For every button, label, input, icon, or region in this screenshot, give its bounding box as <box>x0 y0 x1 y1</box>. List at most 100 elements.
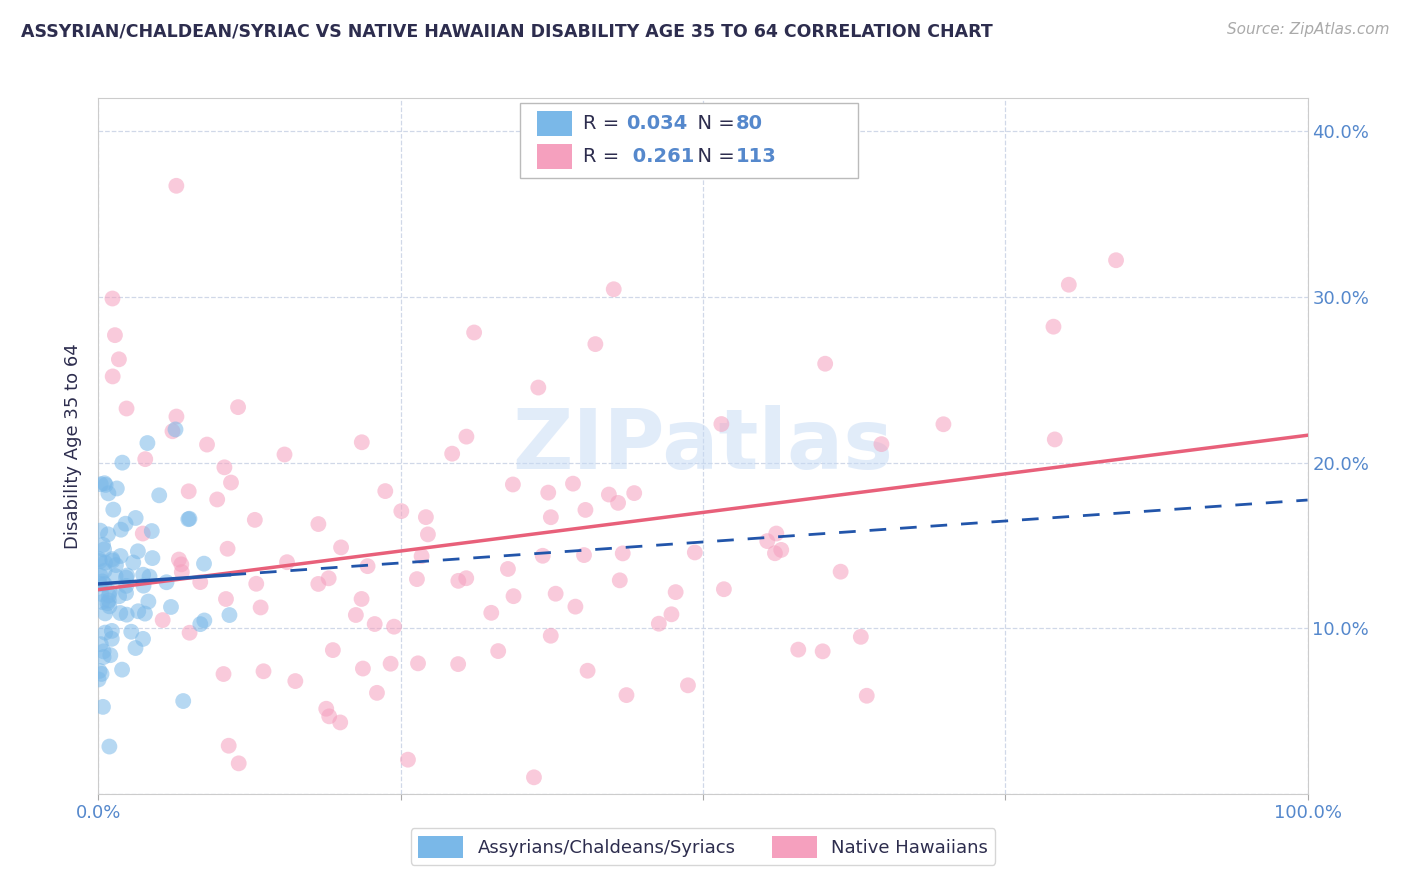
Native Hawaiians <box>188 575 211 590</box>
Native Hawaiians <box>273 448 295 462</box>
Native Hawaiians <box>152 613 174 627</box>
Assyrians/Chaldeans/Syriacs <box>132 632 155 646</box>
Native Hawaiians <box>318 571 340 585</box>
Native Hawaiians <box>165 178 187 193</box>
Assyrians/Chaldeans/Syriacs <box>115 570 138 584</box>
Text: 80: 80 <box>735 114 762 134</box>
Native Hawaiians <box>870 437 893 451</box>
Native Hawaiians <box>315 702 337 716</box>
Native Hawaiians <box>108 352 131 367</box>
Native Hawaiians <box>356 559 378 574</box>
Assyrians/Chaldeans/Syriacs <box>94 478 117 492</box>
Native Hawaiians <box>170 565 193 579</box>
Assyrians/Chaldeans/Syriacs <box>90 587 112 601</box>
Native Hawaiians <box>228 756 250 771</box>
Native Hawaiians <box>710 417 733 431</box>
Assyrians/Chaldeans/Syriacs <box>98 584 121 599</box>
Native Hawaiians <box>165 409 187 424</box>
Native Hawaiians <box>350 435 373 450</box>
Assyrians/Chaldeans/Syriacs <box>93 476 115 491</box>
Assyrians/Chaldeans/Syriacs <box>193 557 215 571</box>
Native Hawaiians <box>396 753 419 767</box>
Native Hawaiians <box>830 565 852 579</box>
Assyrians/Chaldeans/Syriacs <box>103 502 125 516</box>
Assyrians/Chaldeans/Syriacs <box>91 574 114 589</box>
Native Hawaiians <box>352 661 374 675</box>
Assyrians/Chaldeans/Syriacs <box>134 607 156 621</box>
Native Hawaiians <box>676 678 699 692</box>
Assyrians/Chaldeans/Syriacs <box>98 739 121 754</box>
Native Hawaiians <box>583 337 606 351</box>
Assyrians/Chaldeans/Syriacs <box>108 589 131 603</box>
Assyrians/Chaldeans/Syriacs <box>90 637 112 651</box>
Assyrians/Chaldeans/Syriacs <box>141 551 163 566</box>
Native Hawaiians <box>544 587 567 601</box>
Assyrians/Chaldeans/Syriacs <box>132 579 155 593</box>
Native Hawaiians <box>770 542 793 557</box>
Assyrians/Chaldeans/Syriacs <box>138 569 160 583</box>
Native Hawaiians <box>756 534 779 549</box>
Native Hawaiians <box>661 607 683 622</box>
Assyrians/Chaldeans/Syriacs <box>188 617 211 632</box>
Native Hawaiians <box>616 688 638 702</box>
Native Hawaiians <box>523 770 546 784</box>
Assyrians/Chaldeans/Syriacs <box>132 567 155 582</box>
Assyrians/Chaldeans/Syriacs <box>97 527 120 541</box>
Assyrians/Chaldeans/Syriacs <box>193 614 215 628</box>
Native Hawaiians <box>572 548 595 562</box>
Assyrians/Chaldeans/Syriacs <box>93 644 115 658</box>
Assyrians/Chaldeans/Syriacs <box>98 599 121 614</box>
Assyrians/Chaldeans/Syriacs <box>96 596 118 610</box>
Native Hawaiians <box>104 328 127 343</box>
Native Hawaiians <box>849 630 872 644</box>
Native Hawaiians <box>344 607 367 622</box>
Native Hawaiians <box>415 510 437 524</box>
Native Hawaiians <box>101 292 124 306</box>
Native Hawaiians <box>249 600 271 615</box>
Assyrians/Chaldeans/Syriacs <box>100 632 122 646</box>
Native Hawaiians <box>607 496 630 510</box>
Native Hawaiians <box>411 549 433 563</box>
Native Hawaiians <box>406 572 429 586</box>
Assyrians/Chaldeans/Syriacs <box>89 568 111 582</box>
Native Hawaiians <box>540 629 562 643</box>
Text: ASSYRIAN/CHALDEAN/SYRIAC VS NATIVE HAWAIIAN DISABILITY AGE 35 TO 64 CORRELATION : ASSYRIAN/CHALDEAN/SYRIAC VS NATIVE HAWAI… <box>21 22 993 40</box>
Assyrians/Chaldeans/Syriacs <box>115 568 138 582</box>
Native Hawaiians <box>318 709 340 723</box>
Native Hawaiians <box>441 447 464 461</box>
Native Hawaiians <box>623 486 645 500</box>
Native Hawaiians <box>447 574 470 588</box>
Native Hawaiians <box>167 552 190 566</box>
Assyrians/Chaldeans/Syriacs <box>90 667 112 681</box>
Assyrians/Chaldeans/Syriacs <box>115 586 138 600</box>
Native Hawaiians <box>932 417 955 432</box>
Text: 0.261: 0.261 <box>626 146 695 166</box>
Assyrians/Chaldeans/Syriacs <box>120 624 142 639</box>
Assyrians/Chaldeans/Syriacs <box>136 436 159 450</box>
Assyrians/Chaldeans/Syriacs <box>138 594 160 608</box>
Native Hawaiians <box>380 657 402 671</box>
Assyrians/Chaldeans/Syriacs <box>124 640 146 655</box>
Assyrians/Chaldeans/Syriacs <box>148 488 170 502</box>
Assyrians/Chaldeans/Syriacs <box>127 544 149 558</box>
Native Hawaiians <box>447 657 470 672</box>
Assyrians/Chaldeans/Syriacs <box>91 595 114 609</box>
Y-axis label: Disability Age 35 to 64: Disability Age 35 to 64 <box>65 343 83 549</box>
Native Hawaiians <box>330 541 353 555</box>
Native Hawaiians <box>665 585 688 599</box>
Native Hawaiians <box>1043 433 1066 447</box>
Assyrians/Chaldeans/Syriacs <box>218 608 240 623</box>
Native Hawaiians <box>456 571 478 585</box>
Assyrians/Chaldeans/Syriacs <box>93 542 115 557</box>
Native Hawaiians <box>214 460 236 475</box>
Assyrians/Chaldeans/Syriacs <box>89 664 111 678</box>
Native Hawaiians <box>787 642 810 657</box>
Native Hawaiians <box>765 526 787 541</box>
Assyrians/Chaldeans/Syriacs <box>90 477 112 491</box>
Native Hawaiians <box>683 545 706 559</box>
Native Hawaiians <box>531 549 554 563</box>
Text: N =: N = <box>685 114 741 134</box>
Native Hawaiians <box>463 326 485 340</box>
Native Hawaiians <box>243 513 266 527</box>
Assyrians/Chaldeans/Syriacs <box>91 699 114 714</box>
